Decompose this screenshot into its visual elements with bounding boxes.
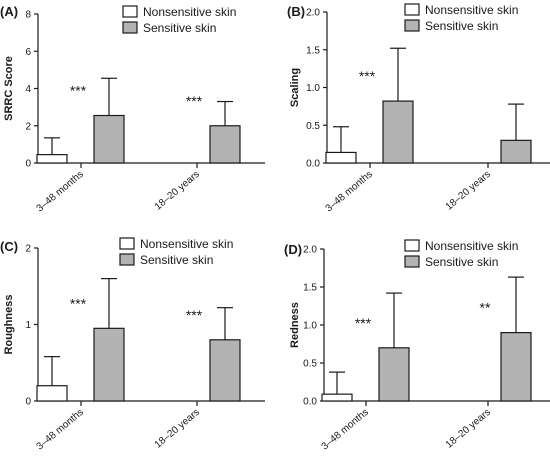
legend-swatch-sensitive [122, 21, 138, 34]
chart-panel: (C) Roughness 0 1 2 *** 3–48 months *** 18–20 ye… [0, 237, 265, 452]
y-tick-label: 0.0 [303, 397, 317, 408]
panel-label: (B) [287, 4, 305, 19]
bar-sensitive [209, 125, 241, 164]
bar-nonsensitive [36, 154, 68, 164]
legend-swatch-sensitive [404, 19, 420, 32]
significance-label: *** [70, 83, 87, 99]
y-tick-label: 0 [25, 397, 31, 408]
bar-sensitive [93, 327, 125, 402]
chart-panel: (B) Scaling 0.0 0.5 1.0 1.5 2.0 *** 3–48 months 1… [287, 3, 550, 214]
significance-label: *** [359, 68, 376, 84]
category-label: 3–48 months [324, 169, 375, 215]
legend-swatch-nonsensitive [122, 5, 138, 18]
y-tick-label: 2.0 [303, 245, 317, 256]
y-axis-label: Scaling [289, 68, 301, 107]
category-label: 18–20 years [444, 407, 493, 451]
bar-sensitive [500, 139, 532, 164]
bar-sensitive [500, 332, 532, 402]
significance-label: *** [186, 307, 203, 323]
legend-label-sensitive: Sensitive skin [140, 253, 213, 267]
legend-label-sensitive: Sensitive skin [425, 19, 498, 33]
bar-sensitive [382, 100, 414, 164]
y-tick-label: 0 [25, 159, 31, 170]
y-tick-label: 2.0 [306, 8, 320, 19]
y-tick-label: 0.5 [303, 359, 317, 370]
bar-nonsensitive [325, 151, 357, 164]
legend-label-sensitive: Sensitive skin [425, 255, 498, 269]
legend-swatch-sensitive [119, 253, 135, 266]
panel-label: (D) [284, 242, 302, 257]
category-label: 18–20 years [153, 407, 202, 451]
y-tick-label: 0.5 [306, 121, 320, 132]
y-tick-label: 1 [25, 320, 31, 331]
y-tick-label: 1.5 [303, 283, 317, 294]
significance-label: *** [70, 295, 87, 311]
bar-sensitive [93, 114, 125, 164]
significance-label: *** [355, 315, 372, 331]
legend-label-sensitive: Sensitive skin [143, 21, 216, 35]
y-tick-label: 8 [25, 10, 31, 21]
legend-label-nonsensitive: Nonsensitive skin [425, 3, 518, 17]
category-label: 18–20 years [444, 169, 493, 213]
legend-swatch-nonsensitive [404, 239, 420, 252]
y-tick-label: 1.0 [303, 321, 317, 332]
category-label: 3–48 months [320, 407, 371, 453]
bar-sensitive [209, 339, 241, 402]
y-tick-label: 6 [25, 47, 31, 58]
y-tick-label: 0.0 [306, 159, 320, 170]
bar-sensitive [378, 347, 410, 402]
y-tick-label: 4 [25, 84, 31, 95]
chart-panel: (A) SRRC Score 0 2 4 6 8 *** 3–48 months *** 18–20… [0, 4, 265, 214]
panel-label: (C) [0, 239, 18, 254]
bar-nonsensitive [36, 385, 68, 402]
significance-label: *** [186, 93, 203, 109]
panel-label: (A) [0, 4, 18, 19]
y-tick-label: 1.5 [306, 45, 320, 56]
legend-swatch-nonsensitive [119, 237, 135, 250]
legend-label-nonsensitive: Nonsensitive skin [140, 237, 233, 251]
category-label: 3–48 months [35, 169, 86, 215]
y-axis-label: SRRC Score [3, 56, 15, 121]
y-axis-label: Roughness [3, 295, 15, 355]
bar-nonsensitive [321, 393, 353, 402]
y-tick-label: 2 [25, 244, 31, 255]
chart-panel: (D) Redness 0.0 0.5 1.0 1.5 2.0 *** 3–48 months *… [284, 239, 550, 452]
category-label: 3–48 months [35, 407, 86, 453]
category-label: 18–20 years [153, 169, 202, 213]
y-tick-label: 1.0 [306, 83, 320, 94]
significance-label: ** [480, 300, 491, 316]
y-tick-label: 2 [25, 121, 31, 132]
legend-swatch-nonsensitive [404, 3, 420, 16]
legend-label-nonsensitive: Nonsensitive skin [425, 239, 518, 253]
legend-label-nonsensitive: Nonsensitive skin [143, 5, 236, 19]
legend-swatch-sensitive [404, 255, 420, 268]
y-axis-label: Redness [289, 302, 301, 348]
